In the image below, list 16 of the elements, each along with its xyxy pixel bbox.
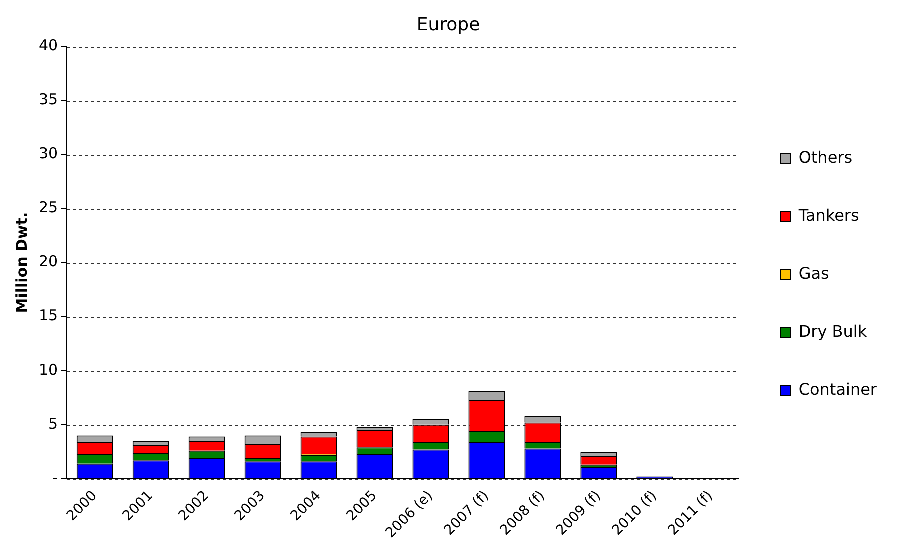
legend-label: Tankers: [798, 206, 860, 226]
y-tick-label: 10: [38, 360, 58, 379]
chart-title: Europe: [416, 14, 480, 36]
y-tick-label: 25: [38, 198, 58, 217]
y-tick-label: 20: [38, 252, 58, 271]
y-tick-label: 5: [48, 414, 58, 433]
legend-label: Container: [798, 380, 878, 400]
legend-label: Others: [798, 148, 853, 168]
legend-label: Gas: [798, 264, 830, 284]
y-tick-label: 35: [38, 90, 58, 109]
y-tick-label: 40: [38, 36, 58, 54]
y-tick-label: -: [52, 468, 58, 487]
legend-label: Dry Bulk: [798, 322, 868, 342]
y-axis-title: Million Dwt.: [12, 212, 31, 314]
y-tick-label: 15: [38, 306, 58, 325]
y-tick-label: 30: [38, 144, 58, 163]
